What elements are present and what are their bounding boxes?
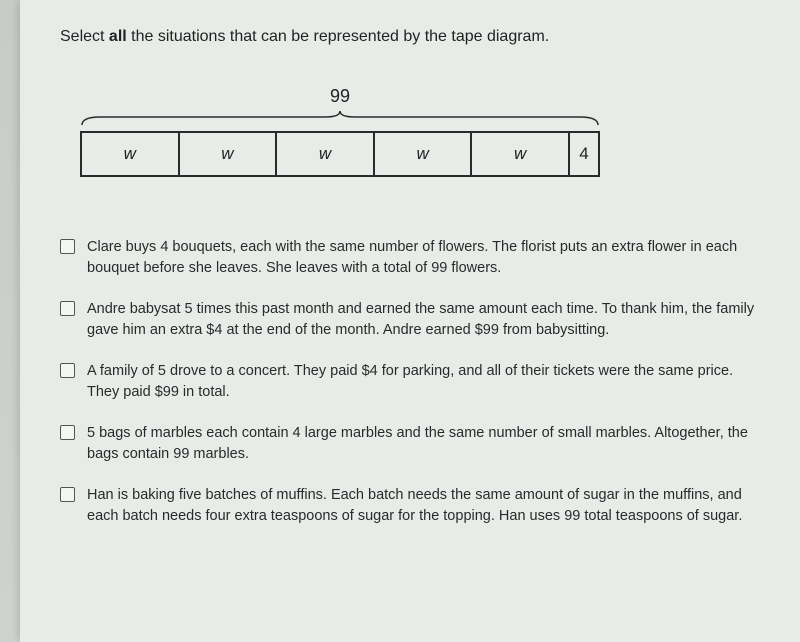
option-row: A family of 5 drove to a concert. They p…	[60, 361, 760, 403]
checkbox[interactable]	[60, 301, 75, 316]
checkbox[interactable]	[60, 425, 75, 440]
option-text: 5 bags of marbles each contain 4 large m…	[87, 423, 760, 465]
prompt-pre: Select	[60, 28, 109, 45]
option-row: Clare buys 4 bouquets, each with the sam…	[60, 237, 760, 279]
tape-cell: w	[472, 133, 570, 175]
checkbox[interactable]	[60, 487, 75, 502]
tape-diagram: 99 w w w w w 4	[80, 86, 600, 177]
option-text: A family of 5 drove to a concert. They p…	[87, 361, 760, 403]
tape-cell-small: 4	[570, 133, 598, 175]
option-row: Andre babysat 5 times this past month an…	[60, 299, 760, 341]
option-text: Andre babysat 5 times this past month an…	[87, 299, 760, 341]
question-prompt: Select all the situations that can be re…	[60, 28, 760, 46]
tape-cell: w	[277, 133, 375, 175]
worksheet-page: Select all the situations that can be re…	[20, 0, 800, 642]
prompt-bold: all	[109, 28, 127, 45]
checkbox[interactable]	[60, 363, 75, 378]
answer-options: Clare buys 4 bouquets, each with the sam…	[60, 237, 760, 527]
tape-cell: w	[82, 133, 180, 175]
option-text: Han is baking five batches of muffins. E…	[87, 485, 760, 527]
option-row: Han is baking five batches of muffins. E…	[60, 485, 760, 527]
option-text: Clare buys 4 bouquets, each with the sam…	[87, 237, 760, 279]
diagram-brace	[80, 109, 600, 127]
tape-cell: w	[375, 133, 473, 175]
option-row: 5 bags of marbles each contain 4 large m…	[60, 423, 760, 465]
prompt-post: the situations that can be represented b…	[127, 28, 550, 45]
tape-cell: w	[180, 133, 278, 175]
diagram-total: 99	[80, 86, 600, 107]
checkbox[interactable]	[60, 239, 75, 254]
tape-row: w w w w w 4	[80, 131, 600, 177]
